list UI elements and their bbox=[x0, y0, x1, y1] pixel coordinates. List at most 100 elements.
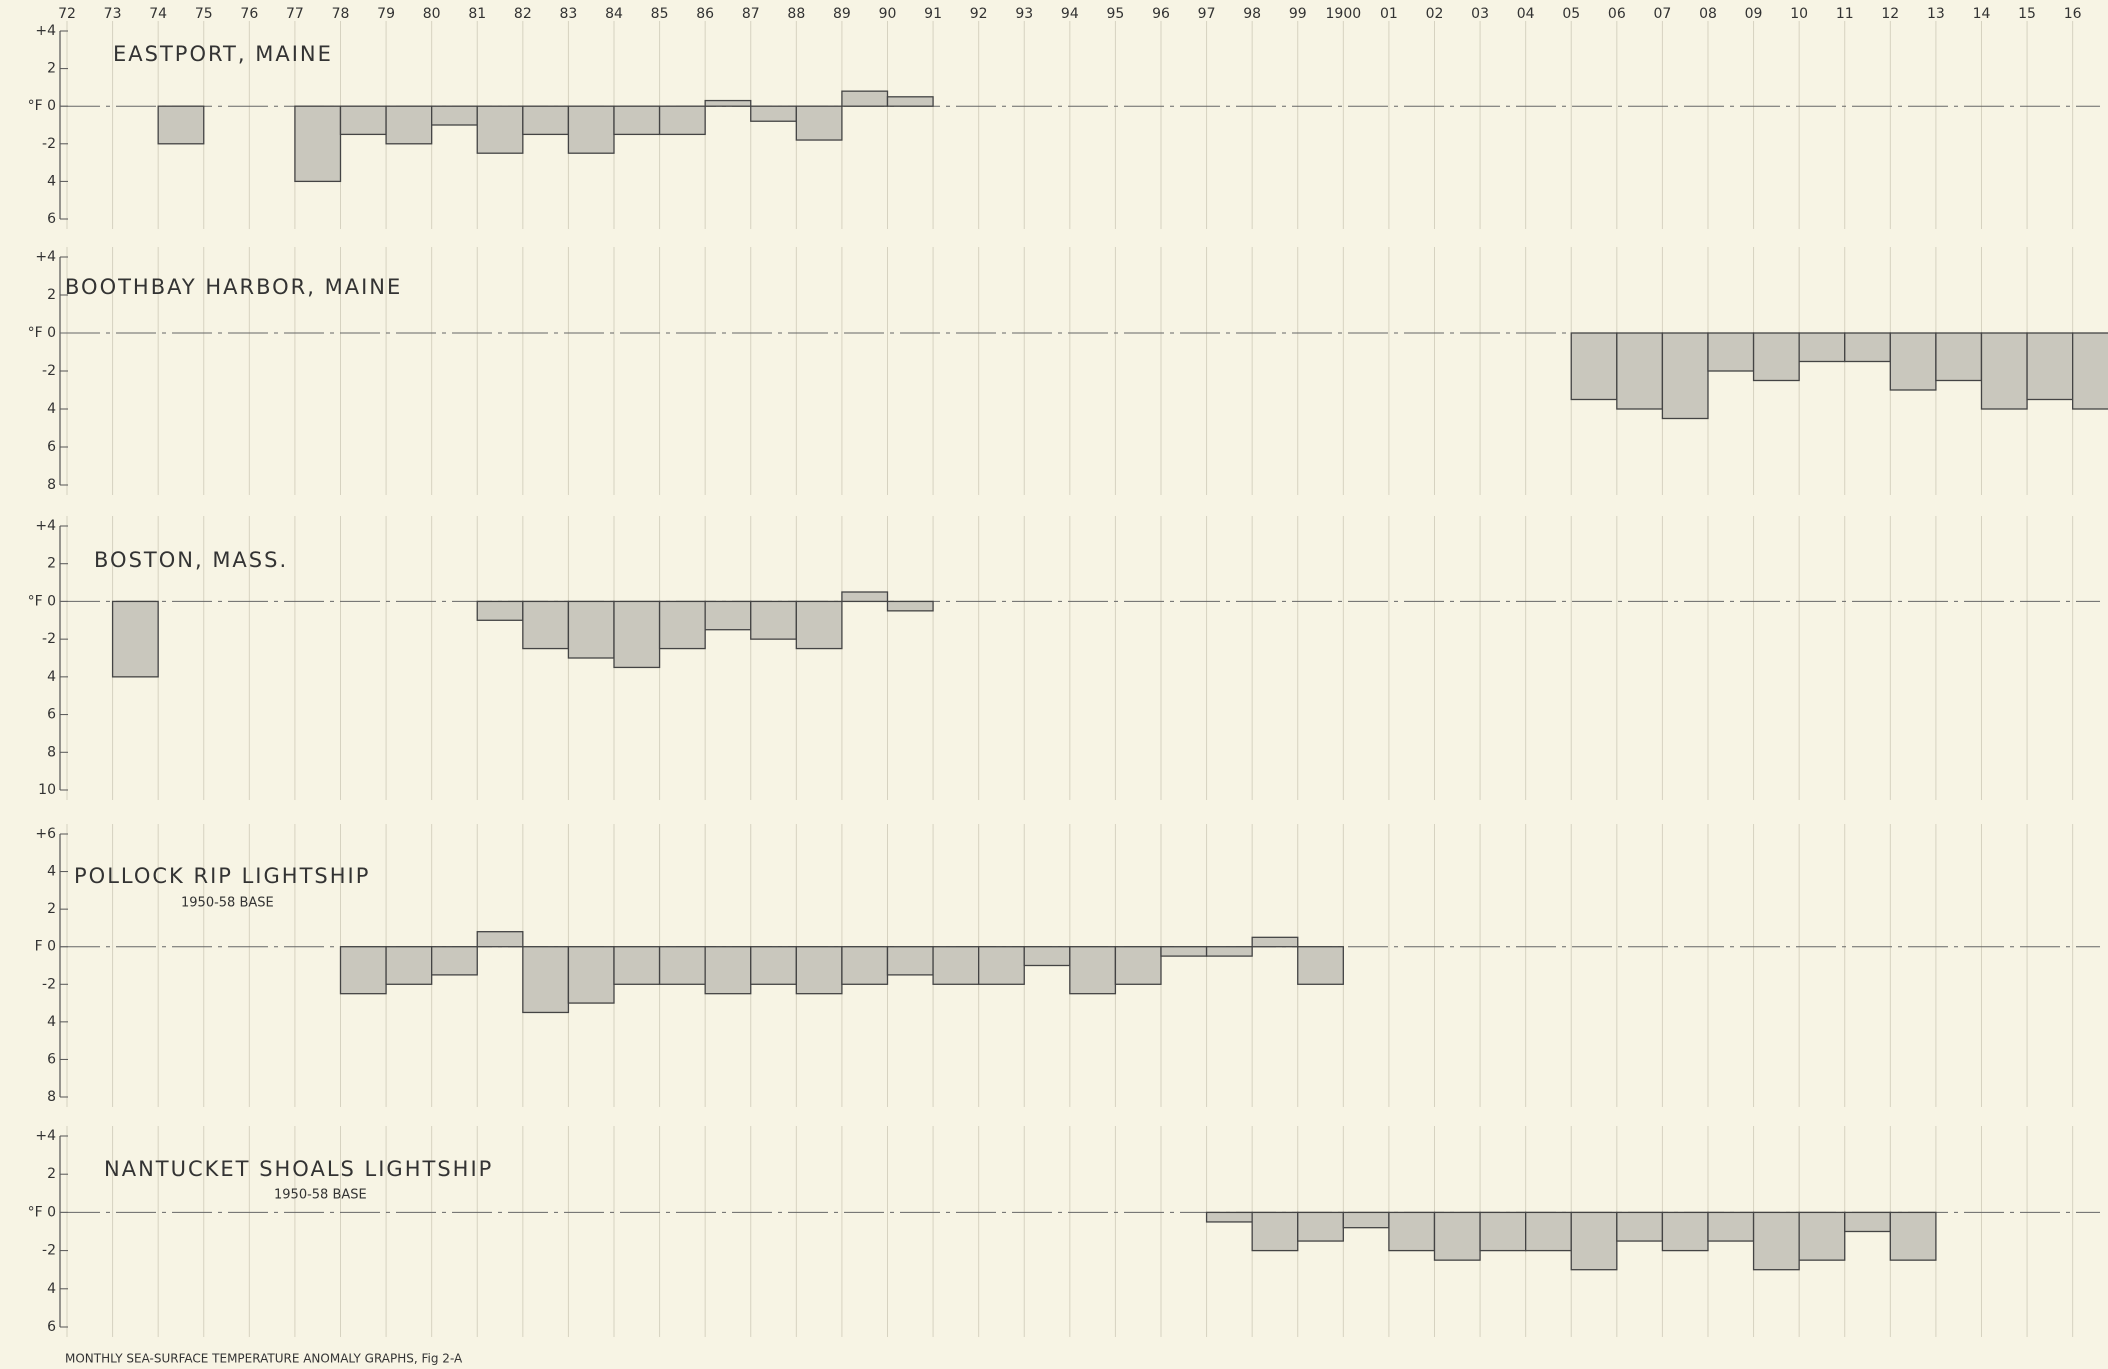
x-tick-label: 73 bbox=[104, 6, 122, 22]
x-tick-label: 10 bbox=[1790, 6, 1808, 22]
bar bbox=[1707, 1211, 1755, 1242]
bar bbox=[750, 946, 797, 985]
bar bbox=[1661, 332, 1709, 420]
bar bbox=[476, 931, 524, 948]
x-tick-label: 11 bbox=[1836, 6, 1854, 22]
bar bbox=[795, 105, 843, 141]
x-tick-label: 08 bbox=[1699, 6, 1717, 22]
x-tick-label: 99 bbox=[1289, 6, 1307, 22]
bar bbox=[1798, 332, 1846, 363]
bar bbox=[1251, 936, 1299, 948]
bar bbox=[431, 946, 478, 976]
y-tick-label: 8 bbox=[47, 477, 56, 493]
y-tick-label: 4 bbox=[47, 669, 56, 685]
bar bbox=[339, 105, 387, 136]
bar bbox=[476, 105, 524, 154]
panel-title: NANTUCKET SHOALS LIGHTSHIP bbox=[104, 1157, 493, 1181]
bar bbox=[567, 600, 615, 659]
bar bbox=[1616, 1211, 1664, 1242]
y-tick-label: °F 0 bbox=[28, 593, 56, 609]
x-tick-label: 77 bbox=[286, 6, 304, 22]
panel-title: POLLOCK RIP LIGHTSHIP bbox=[74, 864, 370, 888]
bar bbox=[1160, 946, 1208, 957]
bar bbox=[1297, 946, 1344, 985]
y-tick-label: 2 bbox=[47, 61, 56, 77]
bar bbox=[385, 946, 433, 985]
bar bbox=[1388, 1211, 1436, 1252]
x-tick-label: 86 bbox=[696, 6, 714, 22]
y-tick-label: F 0 bbox=[35, 939, 56, 955]
bar bbox=[111, 600, 159, 678]
panel-title: BOOTHBAY HARBOR, MAINE bbox=[65, 275, 402, 299]
y-tick-label: -2 bbox=[42, 1243, 56, 1259]
x-tick-label: 85 bbox=[651, 6, 669, 22]
bar bbox=[294, 105, 342, 183]
bar bbox=[1844, 1211, 1891, 1233]
x-tick-label: 96 bbox=[1152, 6, 1170, 22]
caption: MONTHLY SEA-SURFACE TEMPERATURE ANOMALY … bbox=[65, 1352, 463, 1366]
bar bbox=[613, 600, 661, 669]
bar bbox=[1433, 1211, 1481, 1261]
bar bbox=[886, 946, 934, 976]
bar bbox=[1342, 1211, 1390, 1229]
bar bbox=[841, 946, 889, 985]
x-tick-label: 88 bbox=[787, 6, 805, 22]
bar bbox=[1752, 332, 1800, 382]
y-tick-label: -2 bbox=[42, 136, 56, 152]
x-tick-label: 79 bbox=[377, 6, 395, 22]
x-tick-label: 16 bbox=[2064, 6, 2082, 22]
x-tick-label: 82 bbox=[514, 6, 532, 22]
bar bbox=[658, 946, 706, 985]
bar bbox=[1205, 1211, 1253, 1223]
bar bbox=[932, 946, 980, 985]
bar bbox=[1616, 332, 1664, 410]
y-tick-label: 6 bbox=[47, 439, 56, 455]
x-tick-label: 02 bbox=[1426, 6, 1444, 22]
bar bbox=[1889, 1211, 1937, 1261]
x-tick-label: 78 bbox=[332, 6, 350, 22]
bar bbox=[1570, 332, 1618, 401]
bar bbox=[431, 105, 478, 126]
x-tick-label: 75 bbox=[195, 6, 213, 22]
x-tick-label: 15 bbox=[2018, 6, 2036, 22]
x-tick-label: 92 bbox=[970, 6, 988, 22]
bar bbox=[1114, 946, 1162, 985]
x-tick-label: 12 bbox=[1881, 6, 1899, 22]
bar bbox=[658, 600, 706, 650]
y-tick-label: 4 bbox=[47, 173, 56, 189]
x-tick-label: 83 bbox=[559, 6, 577, 22]
bar bbox=[385, 105, 433, 145]
y-tick-label: 4 bbox=[47, 1014, 56, 1030]
bar bbox=[1479, 1211, 1527, 1252]
y-tick-label: +4 bbox=[35, 249, 56, 265]
panel-subtitle: 1950-58 BASE bbox=[181, 896, 274, 911]
y-tick-label: 4 bbox=[47, 1281, 56, 1297]
y-tick-label: 6 bbox=[47, 211, 56, 227]
bar bbox=[339, 946, 387, 995]
x-tick-label: 97 bbox=[1198, 6, 1216, 22]
x-tick-label: 84 bbox=[605, 6, 623, 22]
bar bbox=[522, 105, 570, 136]
bar bbox=[1251, 1211, 1299, 1252]
x-tick-label: 05 bbox=[1562, 6, 1580, 22]
bar bbox=[567, 105, 615, 154]
bar bbox=[1205, 946, 1253, 957]
y-tick-label: °F 0 bbox=[28, 98, 56, 114]
y-tick-label: 10 bbox=[38, 782, 56, 798]
y-tick-label: 2 bbox=[47, 901, 56, 917]
x-tick-label: 13 bbox=[1927, 6, 1945, 22]
y-tick-label: +4 bbox=[35, 23, 56, 39]
bar bbox=[1752, 1211, 1800, 1271]
bar bbox=[1707, 332, 1755, 372]
bar bbox=[1525, 1211, 1572, 1252]
bar bbox=[704, 99, 752, 107]
x-tick-label: 14 bbox=[1973, 6, 1991, 22]
bar bbox=[750, 600, 797, 640]
x-tick-label: 91 bbox=[924, 6, 942, 22]
y-tick-label: 8 bbox=[47, 1089, 56, 1105]
y-tick-label: 2 bbox=[47, 1166, 56, 1182]
bar bbox=[841, 591, 889, 603]
bar bbox=[1798, 1211, 1846, 1261]
